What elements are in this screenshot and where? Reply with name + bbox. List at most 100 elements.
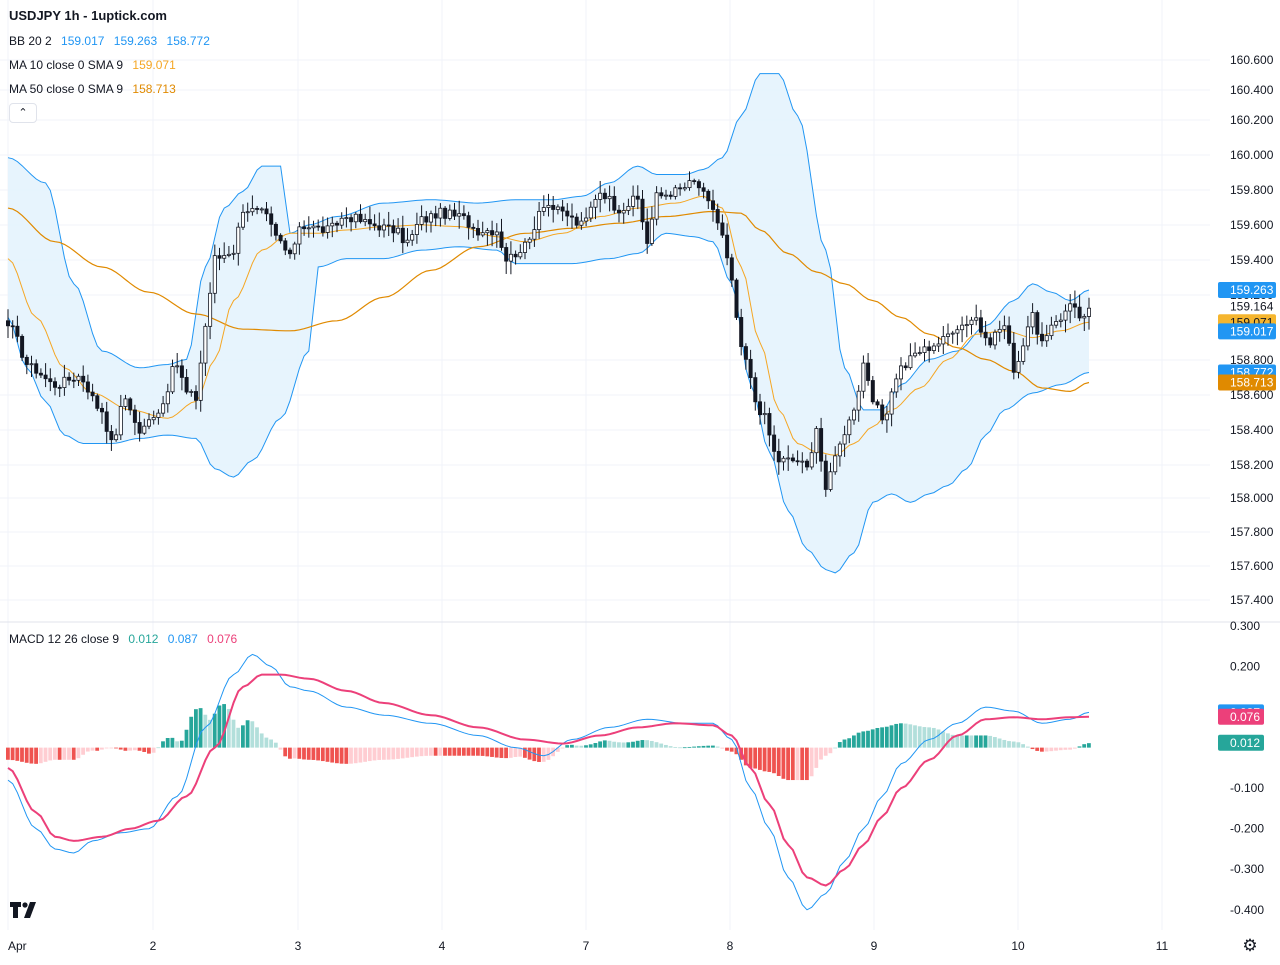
- candle: [109, 425, 114, 451]
- gear-icon[interactable]: ⚙: [1242, 936, 1258, 955]
- candle: [621, 202, 626, 224]
- candle: [490, 220, 495, 247]
- macd-histogram-bar: [602, 740, 607, 748]
- macd-histogram-bar: [485, 747, 490, 757]
- bb-legend[interactable]: BB 20 2 159.017 159.263 158.772: [9, 34, 216, 48]
- candle-body: [565, 210, 570, 217]
- macd-histogram-bar: [90, 747, 95, 751]
- candle-body: [90, 391, 95, 397]
- macd-histogram-bar: [659, 743, 664, 748]
- macd-histogram-bar: [137, 747, 142, 751]
- candle: [161, 395, 166, 417]
- macd-signal-value: 0.076: [207, 632, 238, 646]
- candle: [43, 363, 48, 388]
- candle-body: [880, 404, 885, 421]
- candle-body: [208, 292, 213, 327]
- macd-histogram-bar: [179, 740, 184, 748]
- candle-body: [57, 386, 62, 389]
- price-tick-label: 158.600: [1230, 388, 1274, 402]
- macd-histogram-bar: [231, 719, 236, 748]
- bb-lower-value: 158.772: [166, 34, 210, 48]
- candle-body: [866, 362, 871, 381]
- candle: [325, 217, 330, 239]
- macd-histogram-bar: [988, 735, 993, 748]
- candle: [306, 216, 311, 238]
- candle-body: [259, 208, 264, 211]
- macd-histogram-bar: [617, 742, 621, 748]
- candle-body: [974, 317, 979, 321]
- candle: [137, 411, 142, 442]
- candle-body: [917, 352, 922, 354]
- ma10-legend[interactable]: MA 10 close 0 SMA 9 159.071: [9, 58, 182, 72]
- macd-histogram-bar: [635, 740, 640, 748]
- candle-body: [466, 215, 471, 228]
- tradingview-logo-icon[interactable]: [10, 900, 38, 922]
- candle: [29, 355, 34, 377]
- candle: [34, 359, 39, 379]
- candle-body: [499, 231, 504, 248]
- candle-body: [631, 195, 636, 207]
- ma50-legend[interactable]: MA 50 close 0 SMA 9 158.713: [9, 82, 182, 96]
- macd-tag: 0.076: [1218, 708, 1264, 725]
- macd-legend[interactable]: MACD 12 26 close 9 0.012 0.087 0.076: [9, 632, 243, 646]
- candle-body: [236, 226, 241, 254]
- candle: [743, 343, 748, 370]
- macd-pane: [6, 653, 1091, 911]
- macd-histogram-bar: [781, 747, 786, 779]
- macd-histogram-bar: [649, 740, 654, 748]
- candle-body: [837, 443, 842, 457]
- candle-body: [334, 222, 339, 226]
- time-axis[interactable]: Apr 2 3 4 7 8 9 10 11: [8, 939, 1169, 953]
- candle-body: [635, 195, 640, 200]
- candle-body: [156, 412, 161, 418]
- macd-histogram-bar: [447, 747, 452, 756]
- macd-histogram-bar: [584, 745, 588, 748]
- macd-tick-label: -0.400: [1230, 903, 1264, 917]
- candle: [90, 383, 95, 402]
- candle: [179, 359, 184, 391]
- candle-body: [978, 317, 983, 333]
- macd-histogram-bar: [391, 747, 396, 760]
- candle: [123, 394, 128, 411]
- macd-histogram-bar: [208, 719, 212, 748]
- candle: [645, 208, 650, 254]
- candle: [941, 325, 946, 355]
- price-axis[interactable]: 160.600 160.400 160.200 160.000 159.800 159.6…: [1218, 53, 1276, 917]
- candle: [842, 425, 847, 457]
- candle: [753, 372, 758, 411]
- macd-histogram-bar: [128, 747, 132, 751]
- macd-histogram-bar: [1058, 747, 1063, 751]
- candle-body: [6, 320, 11, 327]
- macd-histogram-bar: [776, 747, 781, 776]
- macd-histogram-bar: [335, 747, 339, 764]
- macd-tick-label: 0.300: [1230, 619, 1260, 633]
- macd-histogram-bar: [1068, 747, 1072, 750]
- macd-histogram-bar: [748, 747, 753, 768]
- candle: [1058, 313, 1063, 328]
- macd-histogram-bar: [692, 746, 696, 748]
- candle-body: [894, 378, 899, 393]
- candle: [255, 205, 260, 215]
- macd-histogram-bar: [306, 747, 311, 760]
- candle-body: [993, 331, 998, 346]
- macd-histogram-bar: [1035, 747, 1040, 751]
- candle-body: [43, 374, 48, 380]
- candle: [654, 186, 659, 226]
- macd-histogram-bar: [1049, 747, 1054, 752]
- candle-body: [15, 325, 20, 337]
- candle: [856, 385, 861, 422]
- bb-label: BB 20 2: [9, 34, 52, 48]
- candle: [438, 203, 443, 227]
- candle-body: [457, 213, 462, 217]
- candle: [424, 211, 429, 233]
- macd-histogram-bar: [203, 714, 208, 748]
- candle: [635, 185, 640, 210]
- candle-body: [649, 218, 654, 244]
- candle: [579, 212, 584, 230]
- macd-histogram-bar: [292, 747, 297, 759]
- candle-body: [71, 379, 76, 382]
- chevron-up-icon[interactable]: ⌃: [9, 103, 37, 123]
- macd-histogram-bar: [20, 747, 24, 762]
